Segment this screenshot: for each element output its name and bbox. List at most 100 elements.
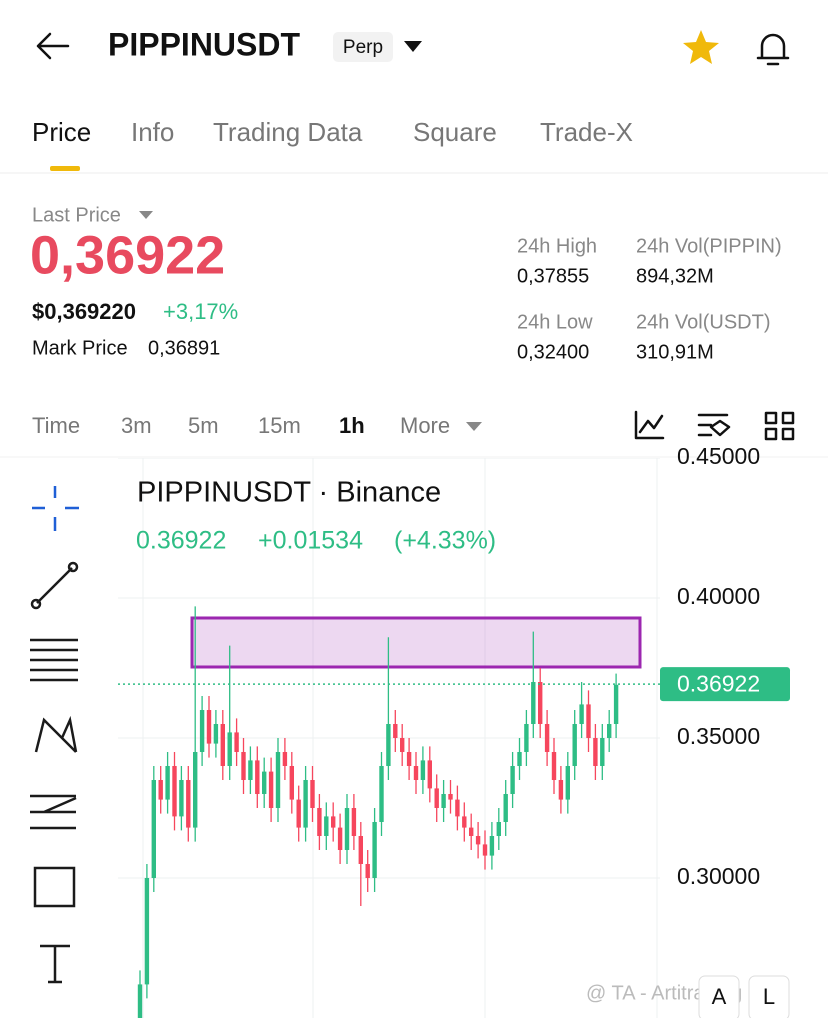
candle-body xyxy=(503,794,508,822)
candle-body xyxy=(386,724,391,766)
candle-body xyxy=(462,816,467,828)
candle-body xyxy=(413,766,419,780)
y-tick-label: 0.35000 xyxy=(677,723,760,749)
layout-icon[interactable] xyxy=(764,411,795,441)
stat-label: 24h Vol(USDT) xyxy=(636,311,771,333)
tab[interactable]: Price xyxy=(32,117,91,147)
candle-body xyxy=(593,738,598,766)
more-dropdown[interactable] xyxy=(466,422,482,431)
candle-body xyxy=(372,822,377,878)
stat-value: 0,37855 xyxy=(517,265,589,287)
candle-body xyxy=(165,766,170,800)
candle-body xyxy=(303,780,308,828)
candle-body xyxy=(337,827,343,850)
interval[interactable]: 3m xyxy=(121,413,152,438)
last-price: 0,36922 xyxy=(30,225,225,285)
candle-body xyxy=(482,844,488,856)
favorite-star[interactable] xyxy=(683,30,719,64)
tab[interactable]: Trade-X xyxy=(540,117,633,147)
alerts-bell[interactable] xyxy=(756,33,790,66)
candle-body xyxy=(358,836,363,864)
candle-body xyxy=(262,771,267,794)
candle-body xyxy=(137,984,143,1018)
scale-button[interactable] xyxy=(748,975,790,1018)
symbol-dropdown[interactable] xyxy=(404,41,422,52)
candle-body xyxy=(531,682,536,724)
candle-body xyxy=(551,752,557,780)
tab[interactable]: Trading Data xyxy=(213,117,363,147)
chart-title: PIPPINUSDT · Binance xyxy=(137,477,441,509)
candle-body xyxy=(186,780,191,828)
badge: Perp xyxy=(343,37,383,58)
candle-body xyxy=(420,760,426,780)
badge-bg xyxy=(333,32,393,62)
stat-label: 24h Vol(PIPPIN) xyxy=(636,235,782,257)
projection-tool[interactable] xyxy=(30,794,77,830)
y-tick-label: 0.40000 xyxy=(677,583,760,609)
drawing-toolbar xyxy=(30,486,79,984)
candle-body xyxy=(434,788,439,808)
tab[interactable]: Square xyxy=(413,117,497,147)
candle-body xyxy=(289,766,294,800)
stat-value: 0,32400 xyxy=(517,341,589,363)
candle-body xyxy=(275,752,281,808)
line-tool[interactable] xyxy=(36,567,73,604)
tab[interactable]: Info xyxy=(131,117,174,147)
interval[interactable]: 5m xyxy=(188,413,219,438)
candle-body xyxy=(351,808,357,836)
last-price-dropdown[interactable] xyxy=(139,211,153,219)
candle-body xyxy=(455,799,460,817)
chart-change: +0.01534 xyxy=(258,527,363,555)
candle-body xyxy=(600,738,605,766)
last-price-label: Last Price xyxy=(32,204,121,226)
back-button[interactable] xyxy=(36,32,70,60)
candle-body xyxy=(586,704,591,738)
candle-body xyxy=(393,724,398,738)
pattern-tool[interactable] xyxy=(34,715,78,753)
candle-body xyxy=(613,684,619,724)
interval[interactable]: More xyxy=(400,413,450,438)
scale-button-label[interactable]: L xyxy=(763,984,775,1009)
symbol: PIPPINUSDT xyxy=(108,26,300,62)
stat-value: 894,32M xyxy=(636,265,714,287)
interval[interactable]: Time xyxy=(32,413,80,438)
scale-button[interactable] xyxy=(698,975,740,1018)
crosshair-tool[interactable] xyxy=(32,486,79,531)
candle-body xyxy=(255,760,260,794)
candle-body xyxy=(331,816,336,828)
candle-body xyxy=(227,732,232,766)
candle-body xyxy=(324,816,329,836)
shape-tool[interactable] xyxy=(33,866,76,908)
candle-body xyxy=(158,780,163,800)
mark-price-label: Mark Price xyxy=(32,337,128,359)
candle-body xyxy=(469,827,474,836)
candle-body xyxy=(282,752,288,766)
candle-body xyxy=(565,766,570,800)
fib-tool[interactable] xyxy=(30,638,78,682)
candle-body xyxy=(406,752,412,766)
chart-change-pct: (+4.33%) xyxy=(394,527,496,555)
candle-body xyxy=(524,724,529,752)
text-tool[interactable] xyxy=(40,944,70,984)
candle-body xyxy=(234,732,239,752)
candle-body xyxy=(538,682,543,724)
candle-body xyxy=(241,752,246,780)
stat-label: 24h Low xyxy=(517,311,593,333)
interval[interactable]: 1h xyxy=(339,413,365,438)
indicator-icon[interactable] xyxy=(634,410,665,440)
candle-body xyxy=(400,738,405,752)
candle-body xyxy=(317,808,322,836)
candle-body xyxy=(151,780,156,878)
candle-body xyxy=(572,724,577,766)
candle-body xyxy=(544,724,550,752)
candle-body xyxy=(517,752,522,766)
last-price-tag xyxy=(660,667,790,702)
settings-icon[interactable] xyxy=(697,413,731,437)
last-price-label: 0.36922 xyxy=(677,670,760,696)
scale-button-label[interactable]: A xyxy=(712,984,727,1009)
interval[interactable]: 15m xyxy=(258,413,301,438)
candle-body xyxy=(220,724,225,766)
candle-body xyxy=(427,760,432,789)
candle-body xyxy=(172,766,177,817)
